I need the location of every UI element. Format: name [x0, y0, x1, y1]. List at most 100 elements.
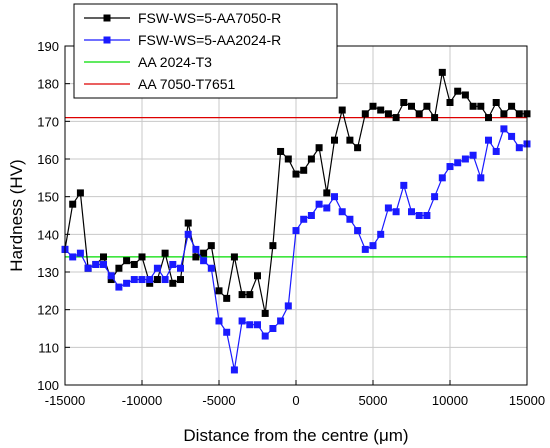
data-point-fsw-ws-5-aa7050-r [238, 291, 246, 299]
y-tick-label: 140 [37, 227, 59, 242]
data-point-fsw-ws-5-aa2024-r [207, 264, 215, 272]
data-point-fsw-ws-5-aa7050-r [254, 272, 261, 280]
data-point-fsw-ws-5-aa7050-r [515, 110, 523, 118]
data-point-fsw-ws-5-aa7050-r [207, 242, 215, 250]
legend-label-aa-2024-t3: AA 2024-T3 [138, 54, 212, 70]
data-point-fsw-ws-5-aa2024-r [92, 260, 100, 268]
data-point-fsw-ws-5-aa2024-r [461, 155, 469, 163]
data-point-fsw-ws-5-aa7050-r [184, 219, 192, 227]
data-point-fsw-ws-5-aa2024-r [292, 227, 300, 235]
data-point-fsw-ws-5-aa7050-r [177, 276, 184, 284]
data-point-fsw-ws-5-aa7050-r [492, 99, 500, 106]
series-layer [61, 68, 531, 374]
data-point-fsw-ws-5-aa2024-r [485, 136, 492, 144]
data-point-fsw-ws-5-aa7050-r [369, 102, 377, 110]
data-point-fsw-ws-5-aa7050-r [146, 279, 154, 287]
data-point-fsw-ws-5-aa7050-r [346, 136, 354, 144]
data-point-fsw-ws-5-aa7050-r [377, 106, 385, 114]
data-point-fsw-ws-5-aa2024-r [169, 260, 177, 268]
data-point-fsw-ws-5-aa2024-r [408, 208, 415, 216]
legend-box [73, 3, 338, 99]
y-tick-label: 100 [37, 378, 59, 393]
data-point-fsw-ws-5-aa7050-r [192, 253, 200, 261]
data-point-fsw-ws-5-aa7050-r [246, 291, 254, 299]
data-point-fsw-ws-5-aa2024-r [269, 325, 277, 332]
data-point-fsw-ws-5-aa7050-r [400, 99, 408, 106]
data-point-fsw-ws-5-aa2024-r [423, 212, 431, 219]
data-point-fsw-ws-5-aa2024-r [508, 132, 516, 140]
legend: FSW-WS=5-AA7050-R FSW-WS=5-AA2024-R AA 202… [73, 3, 338, 99]
data-point-fsw-ws-5-aa7050-r [261, 309, 269, 317]
data-point-fsw-ws-5-aa2024-r [361, 245, 369, 253]
data-point-fsw-ws-5-aa7050-r [223, 294, 231, 302]
data-point-fsw-ws-5-aa2024-r [515, 144, 523, 152]
data-point-fsw-ws-5-aa7050-r [323, 189, 331, 197]
data-point-fsw-ws-5-aa7050-r [431, 114, 439, 122]
data-point-fsw-ws-5-aa2024-r [300, 215, 308, 223]
data-point-fsw-ws-5-aa2024-r [307, 212, 315, 219]
data-point-fsw-ws-5-aa7050-r [138, 253, 146, 261]
data-point-fsw-ws-5-aa2024-r [392, 208, 400, 216]
data-point-fsw-ws-5-aa2024-r [277, 317, 285, 325]
x-axis-ticks: -15000 -10000 -5000 0 5000 10000 15000 [45, 380, 545, 408]
data-point-fsw-ws-5-aa2024-r [138, 276, 146, 284]
data-point-fsw-ws-5-aa2024-r [200, 257, 208, 265]
data-point-fsw-ws-5-aa7050-r [508, 102, 516, 110]
x-tick-label: 0 [292, 393, 299, 408]
data-point-fsw-ws-5-aa7050-r [76, 189, 84, 197]
data-point-fsw-ws-5-aa7050-r [300, 166, 308, 174]
data-point-fsw-ws-5-aa7050-r [100, 253, 107, 261]
data-point-fsw-ws-5-aa2024-r [184, 230, 192, 238]
data-point-fsw-ws-5-aa2024-r [261, 332, 269, 340]
data-point-fsw-ws-5-aa2024-r [331, 193, 338, 201]
data-point-fsw-ws-5-aa7050-r [469, 102, 477, 110]
data-point-fsw-ws-5-aa2024-r [115, 283, 123, 291]
y-axis-ticks: 100 110 120 130 140 150 160 170 180 190 [37, 39, 70, 393]
data-point-fsw-ws-5-aa2024-r [69, 253, 77, 261]
data-point-fsw-ws-5-aa7050-r [153, 276, 161, 284]
data-point-fsw-ws-5-aa7050-r [169, 279, 177, 287]
data-point-fsw-ws-5-aa7050-r [307, 155, 315, 163]
data-point-fsw-ws-5-aa2024-r [377, 230, 385, 238]
data-point-fsw-ws-5-aa7050-r [408, 102, 415, 110]
data-point-fsw-ws-5-aa2024-r [469, 151, 477, 159]
data-point-fsw-ws-5-aa7050-r [331, 136, 338, 144]
data-point-fsw-ws-5-aa2024-r [192, 245, 200, 253]
data-point-fsw-ws-5-aa7050-r [485, 114, 492, 122]
data-point-fsw-ws-5-aa7050-r [200, 249, 208, 257]
data-point-fsw-ws-5-aa7050-r [461, 91, 469, 99]
y-tick-label: 120 [37, 303, 59, 318]
data-point-fsw-ws-5-aa2024-r [346, 215, 354, 223]
y-tick-label: 110 [38, 340, 59, 355]
x-axis-label: Distance from the centre (μm) [183, 426, 408, 445]
data-point-fsw-ws-5-aa7050-r [277, 147, 285, 155]
legend-marker-fsw-ws-5-aa7050-r [103, 14, 111, 22]
data-point-fsw-ws-5-aa7050-r [161, 249, 169, 257]
y-tick-label: 180 [37, 77, 59, 92]
legend-label-aa-7050-t7651: AA 7050-T7651 [138, 76, 236, 92]
y-axis-label: Hardness (HV) [7, 159, 26, 271]
data-point-fsw-ws-5-aa2024-r [438, 174, 446, 182]
data-point-fsw-ws-5-aa7050-r [338, 106, 346, 114]
x-tick-label: 5000 [359, 393, 388, 408]
data-point-fsw-ws-5-aa7050-r [454, 87, 462, 95]
data-point-fsw-ws-5-aa7050-r [284, 155, 292, 163]
legend-label-fsw-ws-5-aa2024-r: FSW-WS=5-AA2024-R [138, 32, 281, 48]
data-point-fsw-ws-5-aa7050-r [500, 110, 508, 118]
data-point-fsw-ws-5-aa2024-r [123, 279, 131, 287]
data-point-fsw-ws-5-aa2024-r [369, 242, 377, 250]
y-tick-label: 160 [37, 152, 59, 167]
y-tick-label: 150 [37, 190, 59, 205]
data-point-fsw-ws-5-aa2024-r [100, 260, 107, 268]
data-point-fsw-ws-5-aa7050-r [446, 99, 454, 106]
y-tick-label: 130 [37, 265, 59, 280]
data-point-fsw-ws-5-aa2024-r [323, 204, 331, 212]
data-point-fsw-ws-5-aa2024-r [223, 328, 231, 336]
data-point-fsw-ws-5-aa2024-r [246, 321, 254, 329]
data-point-fsw-ws-5-aa7050-r [269, 242, 277, 250]
data-point-fsw-ws-5-aa7050-r [215, 287, 223, 295]
data-point-fsw-ws-5-aa7050-r [392, 114, 400, 122]
data-point-fsw-ws-5-aa2024-r [500, 125, 508, 133]
x-tick-label: -15000 [45, 393, 85, 408]
